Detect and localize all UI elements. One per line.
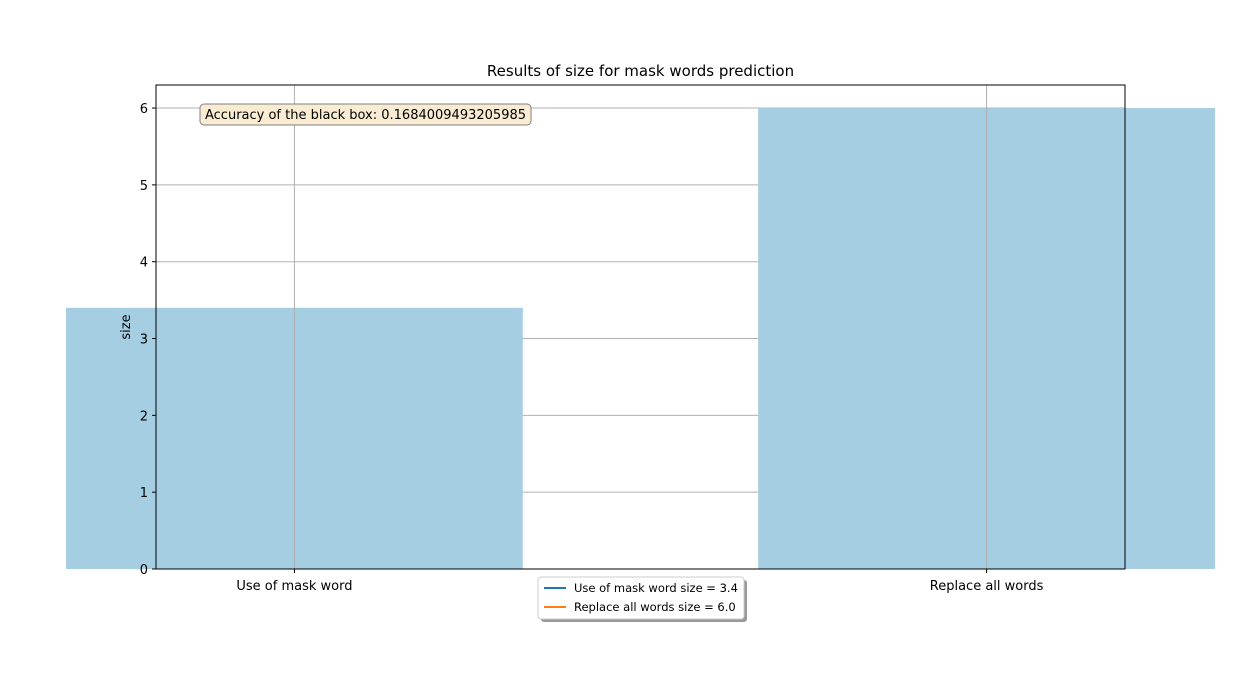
- annotation-box: [199, 103, 532, 126]
- y-axis-label: size: [119, 314, 134, 339]
- x-tick-label: Use of mask word: [236, 579, 352, 594]
- y-tick-label: 1: [140, 486, 148, 501]
- vertical-grid-lines: [293, 85, 988, 569]
- legend-label: Use of mask word size = 3.4: [574, 581, 738, 595]
- accuracy-annotation: Accuracy of the black box: 0.16840094932…: [199, 103, 532, 126]
- legend-box: [537, 576, 745, 620]
- legend-label: Replace all words size = 6.0: [574, 600, 736, 614]
- chart-title: Results of size for mask words predictio…: [487, 62, 794, 80]
- y-tick-label: 4: [140, 256, 148, 271]
- y-tick-label: 5: [140, 179, 148, 194]
- x-tick-label: Replace all words: [930, 579, 1044, 594]
- axis-ticks: 0 1 2 3 4 5 6 Use of mask word Replace all words: [140, 102, 1044, 594]
- y-tick-label: 3: [140, 333, 148, 348]
- y-tick-label: 6: [140, 102, 148, 117]
- legend: Use of mask word size = 3.4 Replace all w…: [537, 576, 747, 622]
- annotation-text: Accuracy of the black box: 0.16840094932…: [205, 108, 526, 123]
- y-tick-label: 0: [140, 563, 148, 578]
- plot-frame: [155, 84, 1126, 570]
- y-tick-label: 2: [140, 409, 148, 424]
